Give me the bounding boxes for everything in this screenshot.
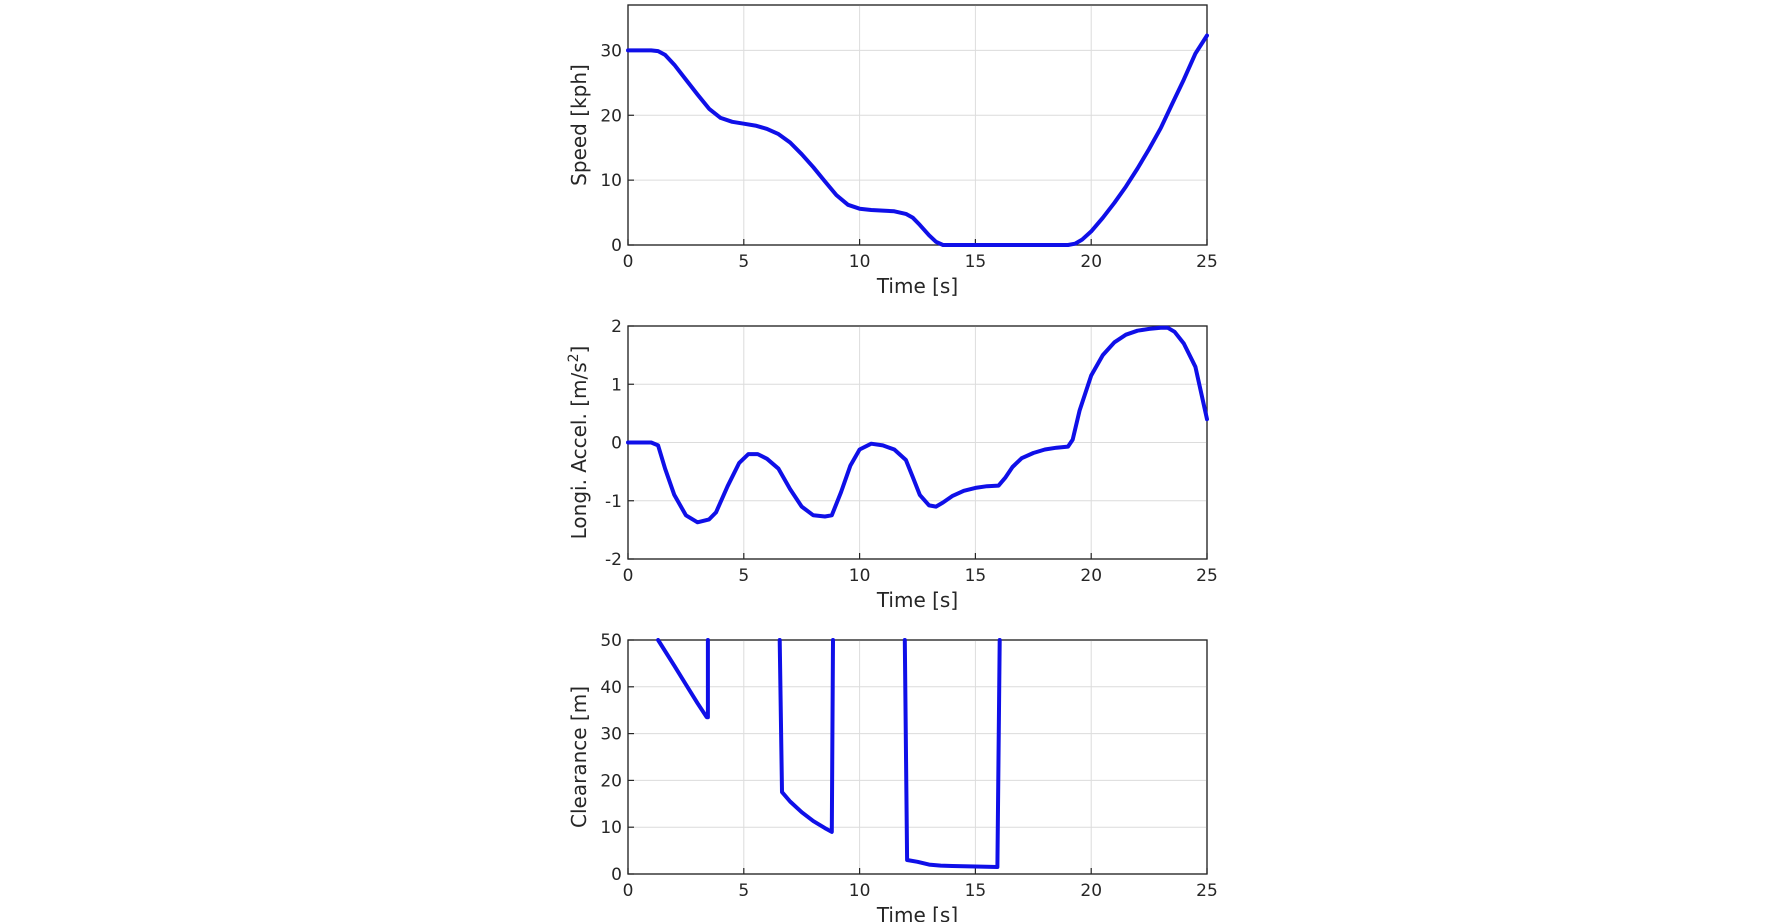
speed-y-tick-label: 10 bbox=[600, 171, 622, 191]
speed-axes-box bbox=[627, 4, 1208, 246]
speed-x-axis-label: Time [s] bbox=[876, 274, 958, 298]
clearance-y-tick-label: 0 bbox=[611, 865, 622, 885]
acceleration-x-tick-label: 5 bbox=[738, 566, 749, 586]
speed-x-tick-label: 25 bbox=[1196, 252, 1218, 272]
acceleration-y-axis-label: Longi. Accel. [m/s2] bbox=[566, 346, 591, 540]
clearance-y-tick-label: 30 bbox=[600, 725, 622, 745]
clearance-series-line bbox=[777, 638, 835, 834]
clearance-x-tick-label: 10 bbox=[849, 881, 871, 901]
clearance-x-tick-label: 15 bbox=[965, 881, 987, 901]
clearance-x-tick-label: 25 bbox=[1196, 881, 1218, 901]
clearance-y-tick-label: 20 bbox=[600, 771, 622, 791]
clearance-axes-frame bbox=[627, 639, 1208, 875]
acceleration-y-tick-label: 0 bbox=[611, 434, 622, 454]
acceleration-x-tick-label: 0 bbox=[623, 566, 634, 586]
acceleration-x-axis-label: Time [s] bbox=[876, 588, 958, 612]
clearance-x-axis-label: Time [s] bbox=[876, 903, 958, 922]
acceleration-x-tick-label: 20 bbox=[1080, 566, 1102, 586]
speed-chart: 0 5 10 15 20 25 0 10 20 30 Time [s] Speed [kph] bbox=[567, 4, 1218, 298]
acceleration-series-line bbox=[626, 325, 1209, 525]
speed-y-tick-label: 20 bbox=[600, 106, 622, 126]
acceleration-chart: 0 5 10 15 20 25 -2 -1 0 1 2 Time [s] Longi. Accel. [… bbox=[566, 317, 1218, 612]
clearance-x-tick-label: 5 bbox=[738, 881, 749, 901]
clearance-y-tick-label: 50 bbox=[600, 631, 622, 651]
acceleration-x-tick-label: 10 bbox=[849, 566, 871, 586]
speed-axes-frame bbox=[627, 4, 1208, 246]
speed-y-axis-label: Speed [kph] bbox=[567, 64, 591, 186]
speed-x-tick-label: 15 bbox=[965, 252, 987, 272]
clearance-series-line bbox=[902, 638, 1002, 869]
speed-series-line bbox=[626, 33, 1209, 247]
speed-x-tick-label: 20 bbox=[1080, 252, 1102, 272]
clearance-y-axis-label: Clearance [m] bbox=[567, 686, 591, 828]
acceleration-x-tick-label: 15 bbox=[965, 566, 987, 586]
clearance-x-tick-label: 0 bbox=[623, 881, 634, 901]
acceleration-x-tick-label: 25 bbox=[1196, 566, 1218, 586]
speed-x-tick-label: 5 bbox=[738, 252, 749, 272]
speed-y-tick-label: 0 bbox=[611, 236, 622, 256]
acceleration-y-tick-label: 2 bbox=[611, 317, 622, 337]
clearance-y-tick-label: 40 bbox=[600, 678, 622, 698]
clearance-axes-box bbox=[627, 639, 1208, 875]
acceleration-y-tick-label: 1 bbox=[611, 375, 622, 395]
clearance-series-line bbox=[656, 638, 710, 720]
speed-x-tick-label: 10 bbox=[849, 252, 871, 272]
acceleration-y-tick-label: -2 bbox=[605, 550, 622, 570]
speed-y-tick-label: 30 bbox=[600, 41, 622, 61]
clearance-y-tick-label: 10 bbox=[600, 818, 622, 838]
clearance-x-tick-label: 20 bbox=[1080, 881, 1102, 901]
clearance-chart: 0 5 10 15 20 25 0 10 20 30 40 50 Time [s] Clearance [… bbox=[567, 631, 1218, 922]
acceleration-y-tick-label: -1 bbox=[605, 492, 622, 512]
speed-x-tick-label: 0 bbox=[623, 252, 634, 272]
